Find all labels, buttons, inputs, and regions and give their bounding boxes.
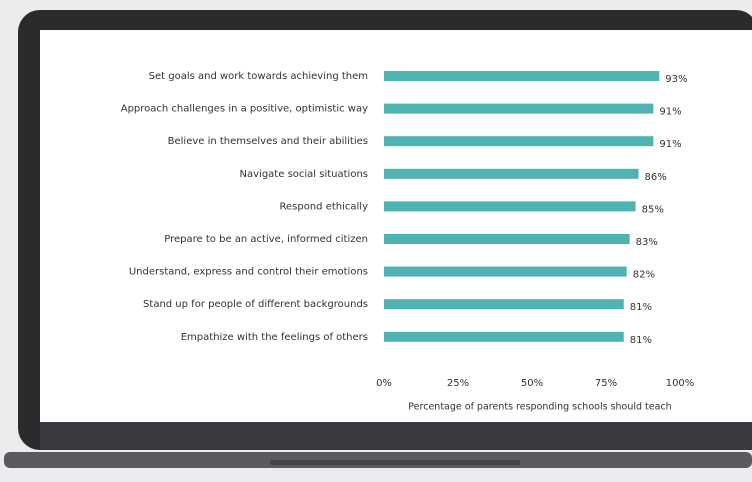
- value-label: 83%: [636, 237, 658, 248]
- category-label: Approach challenges in a positive, optim…: [121, 104, 368, 115]
- value-label: 81%: [630, 302, 652, 313]
- category-label: Understand, express and control their em…: [129, 267, 368, 278]
- x-tick-label: 25%: [447, 378, 469, 389]
- value-label: 85%: [642, 204, 664, 215]
- category-label: Navigate social situations: [240, 169, 368, 180]
- laptop-notch: [270, 460, 520, 465]
- value-label: 81%: [630, 335, 652, 346]
- x-tick-label: 100%: [666, 378, 695, 389]
- screen: [40, 30, 752, 422]
- x-tick-label: 75%: [595, 378, 617, 389]
- bar: [384, 103, 654, 114]
- value-label: 91%: [659, 139, 681, 150]
- category-label: Prepare to be an active, informed citize…: [164, 234, 368, 245]
- value-label: 86%: [645, 172, 667, 183]
- value-label: 93%: [665, 74, 687, 85]
- bar: [384, 266, 627, 277]
- bar: [384, 234, 630, 244]
- bar: [384, 331, 624, 342]
- bar: [384, 299, 624, 310]
- bar: [384, 168, 639, 179]
- bar: [384, 71, 660, 81]
- x-tick-label: 0%: [376, 378, 392, 389]
- category-label: Stand up for people of different backgro…: [143, 299, 368, 310]
- category-label: Empathize with the feelings of others: [181, 332, 368, 343]
- bar: [384, 136, 654, 147]
- x-tick-label: 50%: [521, 378, 543, 389]
- category-label: Respond ethically: [280, 201, 369, 212]
- bar: [384, 201, 636, 212]
- value-label: 91%: [659, 107, 681, 118]
- x-axis-title: Percentage of parents responding schools…: [408, 402, 671, 413]
- screen-edge: [40, 422, 752, 450]
- value-label: 82%: [633, 270, 655, 281]
- category-label: Set goals and work towards achieving the…: [149, 71, 368, 82]
- category-label: Believe in themselves and their abilitie…: [168, 136, 368, 147]
